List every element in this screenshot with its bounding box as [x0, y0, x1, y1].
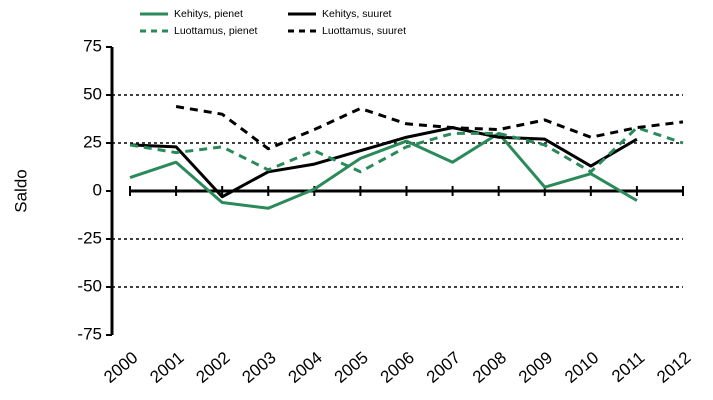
- x-tick-label: 2005: [331, 348, 372, 387]
- y-tick-label: 0: [93, 180, 102, 199]
- series-line: [129, 131, 638, 210]
- x-tick-label: 2010: [561, 348, 602, 387]
- series-line: [129, 126, 638, 199]
- x-tick-label: 2000: [100, 348, 141, 387]
- x-tick-label: 2008: [469, 348, 510, 387]
- x-tick-label: 2006: [377, 348, 418, 387]
- y-tick-label: 75: [83, 36, 102, 55]
- y-tick-label: -75: [77, 324, 102, 343]
- x-tick-label: 2003: [239, 348, 280, 387]
- legend-label: Luottamus, pienet: [174, 25, 258, 37]
- x-tick-label: 2001: [146, 348, 187, 387]
- y-tick-label: 25: [83, 132, 102, 151]
- y-tick-label: 50: [83, 84, 102, 103]
- y-tick-label: -25: [77, 228, 102, 247]
- legend-label: Luottamus, suuret: [322, 25, 406, 37]
- x-tick-label: 2012: [653, 348, 694, 387]
- series-line: [129, 126, 684, 174]
- y-axis-label: Saldo: [11, 169, 30, 212]
- x-tick-label: 2009: [515, 348, 556, 387]
- x-tick-label: 2004: [285, 348, 326, 387]
- x-tick-label: 2007: [423, 348, 464, 387]
- legend-label: Kehitys, suuret: [322, 8, 392, 20]
- x-tick-label: 2002: [192, 348, 233, 387]
- x-tick-label: 2011: [608, 348, 648, 386]
- legend-label: Kehitys, pienet: [174, 8, 243, 20]
- series-line: [175, 105, 684, 151]
- y-tick-label: -50: [77, 276, 102, 295]
